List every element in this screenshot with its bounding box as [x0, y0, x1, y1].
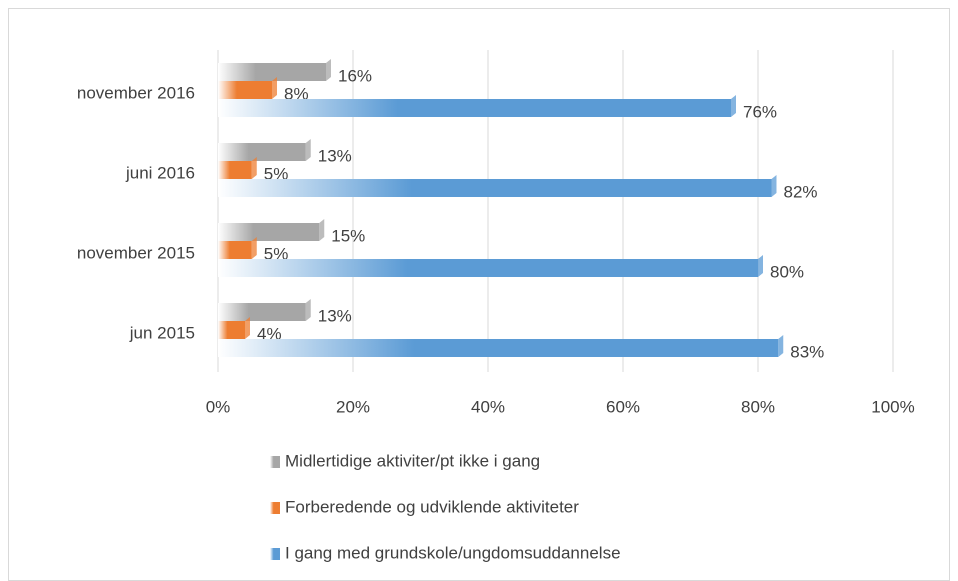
data-label: 15% — [331, 226, 365, 245]
x-tick-label: 0% — [206, 397, 231, 416]
bar-end — [305, 139, 311, 161]
x-tick-label: 100% — [871, 397, 914, 416]
bar-end — [758, 255, 763, 277]
legend-swatch — [270, 548, 280, 560]
data-label: 8% — [284, 84, 309, 103]
legend-swatch — [270, 502, 280, 514]
data-label: 13% — [318, 146, 352, 165]
bar — [218, 179, 772, 197]
legend-swatch — [270, 456, 280, 468]
data-label: 5% — [264, 164, 289, 183]
bar — [218, 161, 252, 179]
bar-end — [245, 317, 250, 339]
legend-label: Forberedende og udviklende aktiviteter — [285, 497, 579, 516]
data-label: 5% — [264, 244, 289, 263]
bar-end — [251, 157, 257, 179]
bar — [218, 259, 758, 277]
bar-end — [731, 95, 736, 117]
data-label: 76% — [743, 102, 777, 121]
bar-end — [305, 299, 311, 321]
y-tick-label: november 2016 — [77, 83, 195, 102]
bar — [218, 339, 779, 357]
y-tick-label: jun 2015 — [129, 323, 195, 342]
bar — [218, 241, 252, 259]
bar — [218, 81, 272, 99]
data-label: 16% — [338, 66, 372, 85]
data-label: 82% — [784, 182, 818, 201]
x-tick-label: 20% — [336, 397, 370, 416]
bar-end — [272, 77, 277, 99]
bar — [218, 143, 306, 161]
bar — [218, 303, 306, 321]
data-label: 83% — [790, 342, 824, 361]
bar — [218, 321, 245, 339]
bar-end — [326, 59, 331, 81]
bar — [218, 63, 326, 81]
x-tick-label: 60% — [606, 397, 640, 416]
bar-end — [319, 219, 325, 241]
data-label: 13% — [318, 306, 352, 325]
bar-end — [771, 175, 777, 197]
data-label: 4% — [257, 324, 282, 343]
bar — [218, 223, 320, 241]
x-tick-label: 40% — [471, 397, 505, 416]
y-tick-label: november 2015 — [77, 243, 195, 262]
x-tick-label: 80% — [741, 397, 775, 416]
y-tick-label: juni 2016 — [125, 163, 195, 182]
data-label: 80% — [770, 262, 804, 281]
bar-end — [251, 237, 257, 259]
legend-label: Midlertidige aktiviter/pt ikke i gang — [285, 451, 540, 470]
legend-label: I gang med grundskole/ungdomsuddannelse — [285, 543, 621, 562]
bar-end — [778, 335, 784, 357]
bar — [218, 99, 731, 117]
